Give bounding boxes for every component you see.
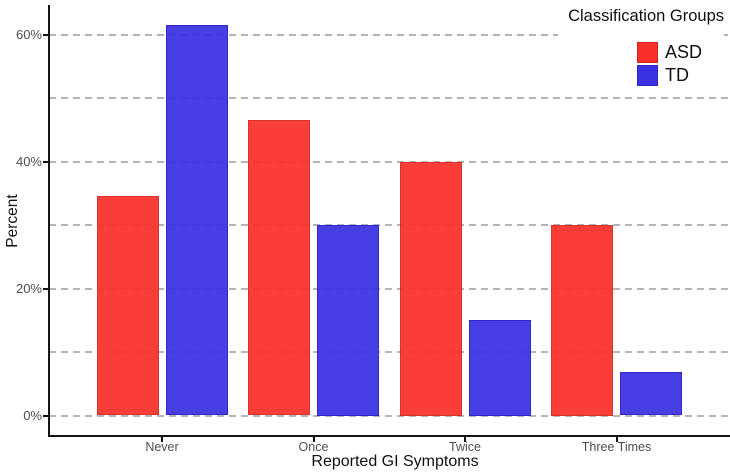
- y-axis-line: [47, 5, 50, 436]
- x-tick-mark-twice: [464, 436, 466, 442]
- bar-asd-once: [248, 120, 310, 416]
- y-tick-mark-40: [42, 160, 49, 163]
- bar-td-never: [165, 24, 228, 416]
- gridline-10pct: [49, 351, 730, 353]
- x-tick-label-three-times: Three Times: [581, 440, 652, 454]
- legend-title: Classification Groups: [568, 7, 724, 25]
- legend-item-asd: ASD: [636, 41, 702, 63]
- bar-td-three-times: [620, 372, 682, 416]
- bar-asd-three-times: [551, 225, 613, 416]
- y-tick-mark-0: [42, 414, 49, 417]
- gridline-30pct: [49, 224, 730, 226]
- gridline-50pct: [49, 97, 730, 99]
- y-tick-mark-60: [42, 33, 49, 36]
- bar-asd-twice: [399, 161, 462, 416]
- gridline-20pct: [49, 287, 730, 290]
- y-tick-label-60: 60%: [15, 26, 42, 42]
- x-tick-label-once: Once: [298, 440, 329, 454]
- td-swatch-icon: [636, 64, 658, 86]
- y-tick-mark-20: [42, 287, 49, 290]
- asd-swatch-icon: [636, 41, 658, 63]
- gridline-40pct: [49, 160, 730, 163]
- bar-td-once: [317, 225, 379, 416]
- x-tick-label-never: Never: [145, 440, 179, 454]
- legend-item-td: TD: [636, 64, 702, 86]
- x-tick-mark-three-times: [615, 436, 618, 442]
- gridline-60pct: [49, 33, 730, 36]
- x-tick-mark-once: [312, 436, 315, 442]
- y-tick-label-0: 0%: [23, 407, 42, 423]
- x-tick-label-twice: Twice: [449, 440, 481, 454]
- legend-label-asd: ASD: [664, 41, 702, 62]
- x-axis-line: [47, 434, 730, 437]
- legend-label-td: TD: [664, 64, 689, 85]
- legend-items: ASD TD: [636, 41, 702, 87]
- y-tick-label-40: 40%: [15, 153, 42, 169]
- x-tick-mark-never: [161, 436, 163, 442]
- bar-asd-never: [96, 196, 159, 416]
- legend: Classification Groups ASD TD: [558, 7, 724, 95]
- y-axis-title: Percent: [4, 194, 21, 248]
- x-axis-title: Reported GI Symptoms: [311, 453, 479, 470]
- y-tick-label-20: 20%: [15, 280, 42, 296]
- bar-td-twice: [468, 320, 531, 416]
- gridline-0pct: [49, 414, 730, 417]
